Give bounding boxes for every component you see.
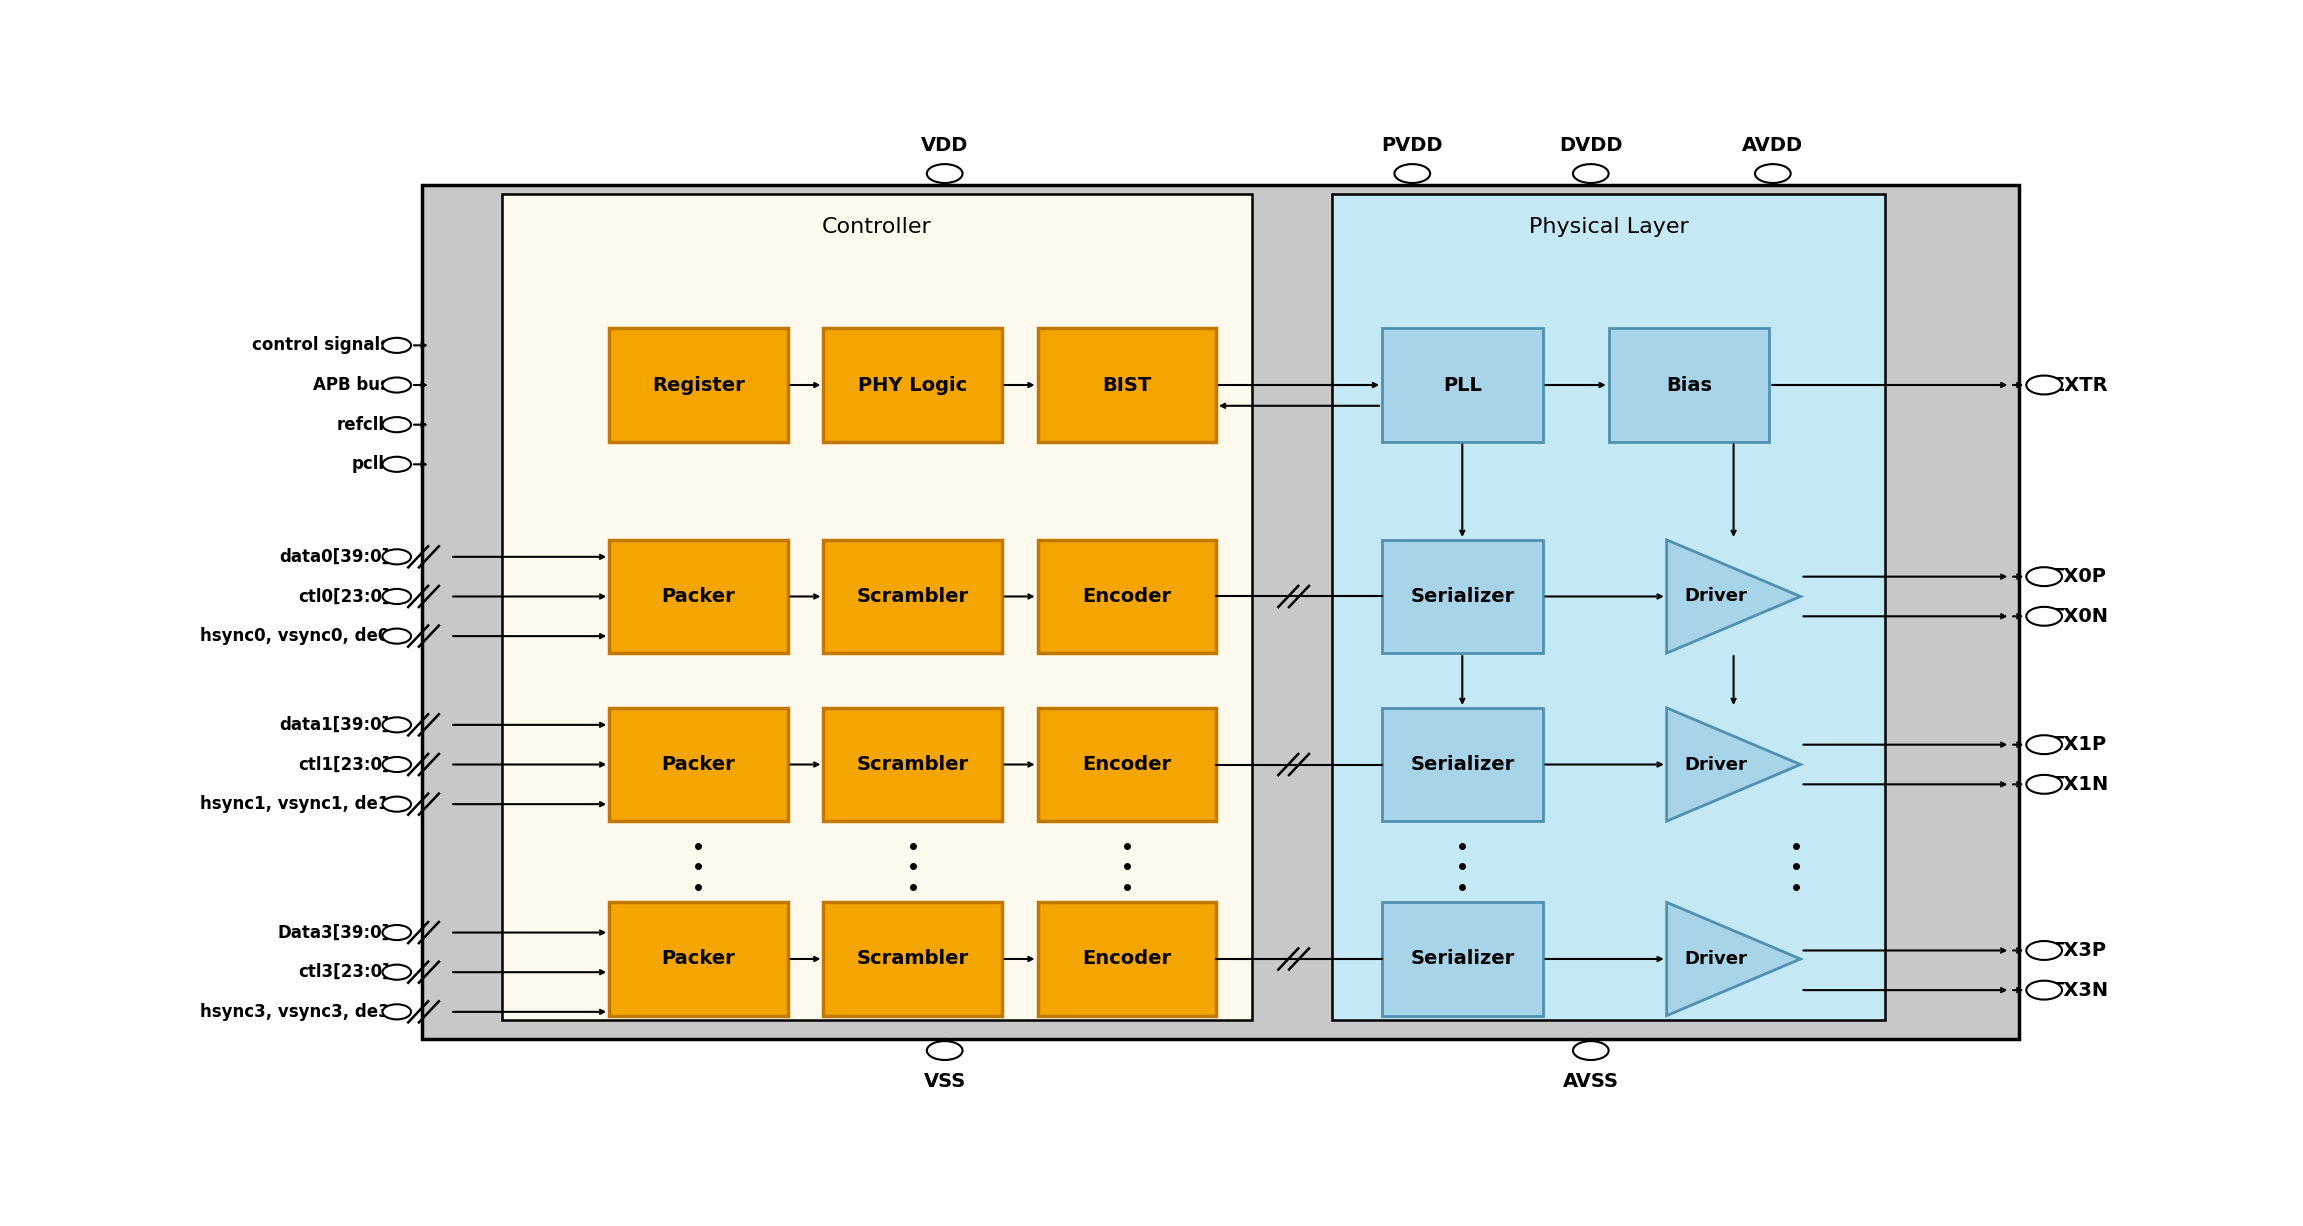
Text: Packer: Packer [661, 949, 735, 969]
Bar [1039, 707, 1216, 821]
Circle shape [382, 417, 410, 433]
Circle shape [382, 797, 410, 812]
Circle shape [382, 378, 410, 392]
Polygon shape [1667, 902, 1801, 1015]
Text: Encoder: Encoder [1082, 587, 1172, 606]
Text: ctl3[23:0]: ctl3[23:0] [297, 964, 389, 981]
Text: ctl1[23:0]: ctl1[23:0] [297, 755, 389, 774]
Text: AVDD: AVDD [1743, 136, 1803, 154]
Circle shape [2027, 568, 2061, 586]
Text: TX1P: TX1P [2052, 736, 2107, 754]
Circle shape [1396, 164, 1430, 183]
Text: PVDD: PVDD [1382, 136, 1444, 154]
Bar [1382, 329, 1543, 441]
Circle shape [1573, 1041, 1607, 1060]
Bar [608, 902, 788, 1015]
Bar [1039, 539, 1216, 653]
Text: VDD: VDD [921, 136, 967, 154]
Bar [608, 329, 788, 441]
Circle shape [2027, 981, 2061, 999]
Circle shape [2027, 942, 2061, 960]
Text: data0[39:0]: data0[39:0] [279, 548, 389, 566]
Text: Serializer: Serializer [1409, 755, 1515, 774]
Text: pclk: pclk [352, 455, 389, 473]
Circle shape [926, 1041, 963, 1060]
Circle shape [2027, 607, 2061, 625]
Circle shape [382, 1004, 410, 1019]
Text: ctl0[23:0]: ctl0[23:0] [297, 587, 389, 606]
Text: Serializer: Serializer [1409, 587, 1515, 606]
Text: Packer: Packer [661, 755, 735, 774]
Bar [421, 185, 2020, 1040]
Circle shape [2027, 375, 2061, 395]
Text: DVDD: DVDD [1559, 136, 1624, 154]
Polygon shape [1667, 707, 1801, 821]
Text: Packer: Packer [661, 587, 735, 606]
Text: PHY Logic: PHY Logic [859, 375, 967, 395]
Circle shape [382, 457, 410, 472]
Text: control signals: control signals [251, 336, 389, 354]
Circle shape [382, 549, 410, 564]
Text: TX3P: TX3P [2052, 942, 2107, 960]
Text: VSS: VSS [924, 1073, 965, 1091]
Text: hsync1, vsync1, de1: hsync1, vsync1, de1 [200, 796, 389, 813]
Text: Register: Register [652, 375, 744, 395]
Bar [1607, 329, 1769, 441]
Circle shape [382, 924, 410, 940]
Text: EXTR: EXTR [2052, 375, 2107, 395]
Text: Scrambler: Scrambler [857, 949, 970, 969]
Text: TX3N: TX3N [2052, 981, 2110, 999]
Bar [1382, 902, 1543, 1015]
Text: TX0P: TX0P [2052, 568, 2107, 586]
Text: Data3[39:0]: Data3[39:0] [276, 923, 389, 942]
Text: Driver: Driver [1683, 950, 1748, 969]
Bar [1382, 707, 1543, 821]
Bar [608, 707, 788, 821]
Text: Serializer: Serializer [1409, 949, 1515, 969]
Circle shape [382, 588, 410, 604]
Text: hsync3, vsync3, de3: hsync3, vsync3, de3 [200, 1003, 389, 1021]
Text: Physical Layer: Physical Layer [1529, 217, 1688, 238]
Polygon shape [1667, 539, 1801, 653]
Text: hsync0, vsync0, de0: hsync0, vsync0, de0 [200, 628, 389, 645]
Bar [824, 707, 1002, 821]
Text: Driver: Driver [1683, 755, 1748, 774]
Text: refclk: refclk [336, 416, 389, 434]
Text: AVSS: AVSS [1564, 1073, 1619, 1091]
Text: TX0N: TX0N [2052, 607, 2110, 625]
Text: Driver: Driver [1683, 587, 1748, 606]
Text: APB bus: APB bus [313, 376, 389, 394]
Bar [1039, 902, 1216, 1015]
Circle shape [382, 717, 410, 732]
Bar [502, 194, 1253, 1020]
Circle shape [1573, 164, 1607, 183]
Circle shape [2027, 775, 2061, 793]
Bar [824, 902, 1002, 1015]
Text: Encoder: Encoder [1082, 949, 1172, 969]
Bar [608, 539, 788, 653]
Circle shape [382, 756, 410, 772]
Text: BIST: BIST [1103, 375, 1152, 395]
Text: Encoder: Encoder [1082, 755, 1172, 774]
Circle shape [926, 164, 963, 183]
Bar [1331, 194, 1886, 1020]
Text: Bias: Bias [1665, 375, 1711, 395]
Circle shape [382, 338, 410, 353]
Circle shape [1755, 164, 1792, 183]
Bar [824, 329, 1002, 441]
Circle shape [2027, 736, 2061, 754]
Circle shape [382, 965, 410, 980]
Text: TX1N: TX1N [2052, 775, 2110, 793]
Text: Scrambler: Scrambler [857, 755, 970, 774]
Bar [1382, 539, 1543, 653]
Text: Controller: Controller [822, 217, 933, 238]
Text: PLL: PLL [1444, 375, 1481, 395]
Text: Scrambler: Scrambler [857, 587, 970, 606]
Text: data1[39:0]: data1[39:0] [279, 716, 389, 734]
Bar [824, 539, 1002, 653]
Bar [1039, 329, 1216, 441]
Circle shape [382, 629, 410, 644]
